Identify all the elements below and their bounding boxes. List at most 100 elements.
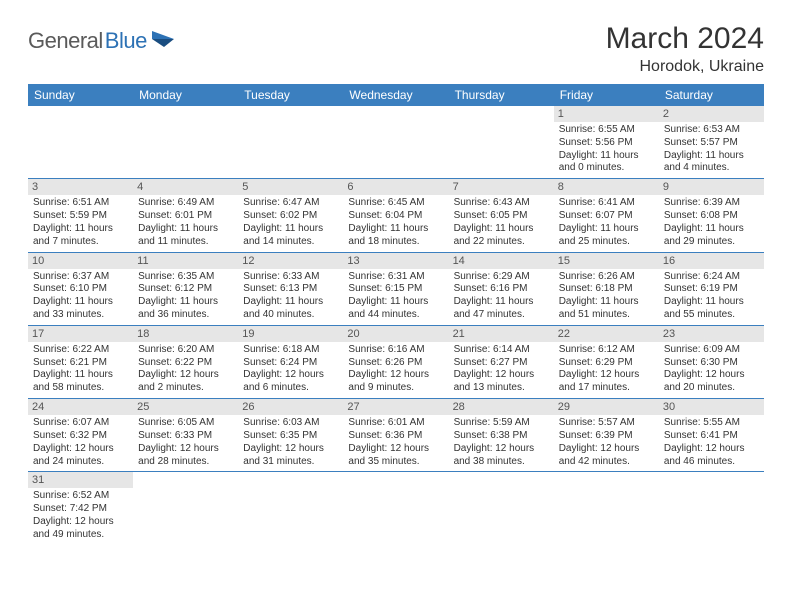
logo-flag-icon: [150, 29, 178, 54]
sunset-line: Sunset: 6:16 PM: [454, 283, 549, 296]
calendar-day: 21Sunrise: 6:14 AMSunset: 6:27 PMDayligh…: [449, 325, 554, 398]
sunrise-line: Sunrise: 6:12 AM: [559, 344, 654, 357]
daylight-line1: Daylight: 11 hours: [454, 296, 549, 309]
calendar-day: [133, 106, 238, 179]
daylight-line1: Daylight: 12 hours: [348, 369, 443, 382]
calendar-day: 2Sunrise: 6:53 AMSunset: 5:57 PMDaylight…: [659, 106, 764, 179]
calendar-day: [554, 472, 659, 545]
calendar-day: 20Sunrise: 6:16 AMSunset: 6:26 PMDayligh…: [343, 325, 448, 398]
calendar-day: 9Sunrise: 6:39 AMSunset: 6:08 PMDaylight…: [659, 179, 764, 252]
daylight-line2: and 25 minutes.: [559, 236, 654, 249]
sunset-line: Sunset: 6:36 PM: [348, 430, 443, 443]
daylight-line1: Daylight: 11 hours: [559, 150, 654, 163]
daylight-line2: and 2 minutes.: [138, 382, 233, 395]
daylight-line1: Daylight: 11 hours: [454, 223, 549, 236]
sunset-line: Sunset: 6:02 PM: [243, 210, 338, 223]
sunset-line: Sunset: 6:01 PM: [138, 210, 233, 223]
daylight-line1: Daylight: 11 hours: [559, 296, 654, 309]
sunset-line: Sunset: 6:26 PM: [348, 357, 443, 370]
sunrise-line: Sunrise: 6:49 AM: [138, 197, 233, 210]
weekday-tue: Tuesday: [238, 84, 343, 106]
daylight-line2: and 35 minutes.: [348, 456, 443, 469]
daylight-line1: Daylight: 11 hours: [664, 296, 759, 309]
calendar-week: 1 Sunrise: 6:55 AMSunset: 5:56 PMDaylight…: [28, 106, 764, 179]
day-number: 29: [554, 399, 659, 415]
daylight-line2: and 24 minutes.: [33, 456, 128, 469]
sunset-line: Sunset: 6:33 PM: [138, 430, 233, 443]
sunrise-line: Sunrise: 6:18 AM: [243, 344, 338, 357]
sunset-line: Sunset: 6:30 PM: [664, 357, 759, 370]
calendar-day: 4Sunrise: 6:49 AMSunset: 6:01 PMDaylight…: [133, 179, 238, 252]
sunrise-line: Sunrise: 6:53 AM: [664, 124, 759, 137]
day-number: 8: [554, 179, 659, 195]
daylight-line1: Daylight: 12 hours: [664, 443, 759, 456]
sunset-line: Sunset: 6:07 PM: [559, 210, 654, 223]
daylight-line2: and 31 minutes.: [243, 456, 338, 469]
daylight-line1: Daylight: 11 hours: [559, 223, 654, 236]
calendar-body: 1Sunrise: 6:55 AMSunset: 5:56 PMDaylight…: [28, 106, 764, 545]
sunrise-line: Sunrise: 6:55 AM: [559, 124, 654, 137]
daylight-line1: Daylight: 12 hours: [138, 443, 233, 456]
calendar-day: 22Sunrise: 6:12 AMSunset: 6:29 PMDayligh…: [554, 325, 659, 398]
sunset-line: Sunset: 6:39 PM: [559, 430, 654, 443]
sunrise-line: Sunrise: 6:45 AM: [348, 197, 443, 210]
daylight-line2: and 36 minutes.: [138, 309, 233, 322]
daylight-line2: and 7 minutes.: [33, 236, 128, 249]
sunrise-line: Sunrise: 5:55 AM: [664, 417, 759, 430]
calendar-day: [238, 472, 343, 545]
day-number: 9: [659, 179, 764, 195]
daylight-line1: Daylight: 12 hours: [243, 369, 338, 382]
sunrise-line: Sunrise: 6:35 AM: [138, 271, 233, 284]
calendar-day: 29Sunrise: 5:57 AMSunset: 6:39 PMDayligh…: [554, 399, 659, 472]
sunset-line: Sunset: 6:19 PM: [664, 283, 759, 296]
calendar-week: 31Sunrise: 6:52 AMSunset: 7:42 PMDayligh…: [28, 472, 764, 545]
calendar-page: GeneralBlue March 2024 Horodok, Ukraine …: [0, 0, 792, 545]
day-number: 20: [343, 326, 448, 342]
logo-text-general: General: [28, 28, 103, 54]
calendar-day: 18Sunrise: 6:20 AMSunset: 6:22 PMDayligh…: [133, 325, 238, 398]
sunrise-line: Sunrise: 6:43 AM: [454, 197, 549, 210]
calendar-week: 17Sunrise: 6:22 AMSunset: 6:21 PMDayligh…: [28, 325, 764, 398]
daylight-line2: and 55 minutes.: [664, 309, 759, 322]
sunrise-line: Sunrise: 6:31 AM: [348, 271, 443, 284]
daylight-line1: Daylight: 11 hours: [243, 296, 338, 309]
calendar-day: 27Sunrise: 6:01 AMSunset: 6:36 PMDayligh…: [343, 399, 448, 472]
calendar-day: 3Sunrise: 6:51 AMSunset: 5:59 PMDaylight…: [28, 179, 133, 252]
day-number: 3: [28, 179, 133, 195]
calendar-day: 10Sunrise: 6:37 AMSunset: 6:10 PMDayligh…: [28, 252, 133, 325]
sunset-line: Sunset: 6:13 PM: [243, 283, 338, 296]
sunset-line: Sunset: 6:22 PM: [138, 357, 233, 370]
daylight-line2: and 51 minutes.: [559, 309, 654, 322]
daylight-line1: Daylight: 12 hours: [348, 443, 443, 456]
daylight-line1: Daylight: 12 hours: [33, 443, 128, 456]
calendar-day: 24Sunrise: 6:07 AMSunset: 6:32 PMDayligh…: [28, 399, 133, 472]
day-number: 26: [238, 399, 343, 415]
day-number: 22: [554, 326, 659, 342]
calendar-day: [659, 472, 764, 545]
day-number: 4: [133, 179, 238, 195]
daylight-line1: Daylight: 12 hours: [138, 369, 233, 382]
daylight-line2: and 33 minutes.: [33, 309, 128, 322]
daylight-line1: Daylight: 12 hours: [559, 369, 654, 382]
day-number: 1: [554, 106, 659, 122]
calendar-day: [238, 106, 343, 179]
sunrise-line: Sunrise: 6:47 AM: [243, 197, 338, 210]
daylight-line1: Daylight: 11 hours: [348, 223, 443, 236]
calendar-week: 24Sunrise: 6:07 AMSunset: 6:32 PMDayligh…: [28, 399, 764, 472]
month-title: March 2024: [606, 22, 764, 56]
day-number: 25: [133, 399, 238, 415]
day-number: 18: [133, 326, 238, 342]
day-number: 27: [343, 399, 448, 415]
sunset-line: Sunset: 5:59 PM: [33, 210, 128, 223]
sunset-line: Sunset: 7:42 PM: [33, 503, 128, 516]
day-number: 6: [343, 179, 448, 195]
sunset-line: Sunset: 5:56 PM: [559, 137, 654, 150]
sunrise-line: Sunrise: 6:37 AM: [33, 271, 128, 284]
daylight-line1: Daylight: 11 hours: [138, 296, 233, 309]
logo-text-blue: Blue: [105, 28, 147, 54]
sunset-line: Sunset: 6:15 PM: [348, 283, 443, 296]
sunset-line: Sunset: 6:27 PM: [454, 357, 549, 370]
daylight-line1: Daylight: 12 hours: [243, 443, 338, 456]
day-number: 16: [659, 253, 764, 269]
sunrise-line: Sunrise: 6:52 AM: [33, 490, 128, 503]
